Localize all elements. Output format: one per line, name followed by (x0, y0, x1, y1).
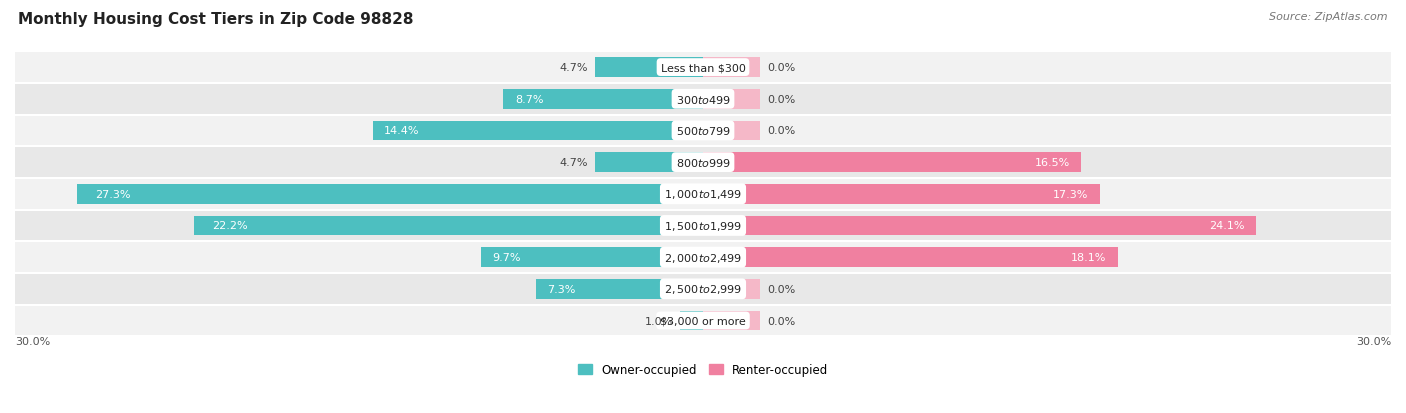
Text: 0.0%: 0.0% (768, 126, 796, 136)
Text: 30.0%: 30.0% (1355, 337, 1391, 347)
Text: 18.1%: 18.1% (1071, 252, 1107, 263)
Text: $800 to $999: $800 to $999 (675, 157, 731, 169)
Bar (703, 90, 761, 109)
Text: 0.0%: 0.0% (768, 63, 796, 73)
Bar (481, 248, 703, 267)
Text: $2,000 to $2,499: $2,000 to $2,499 (664, 251, 742, 264)
Text: $300 to $499: $300 to $499 (675, 94, 731, 105)
Bar (373, 121, 703, 141)
Bar (194, 216, 703, 236)
Text: 1.0%: 1.0% (645, 316, 673, 326)
Text: $500 to $799: $500 to $799 (675, 125, 731, 137)
Text: $1,500 to $1,999: $1,500 to $1,999 (664, 219, 742, 233)
Text: 0.0%: 0.0% (768, 95, 796, 104)
Bar (595, 58, 703, 78)
Bar (681, 311, 703, 330)
Text: Monthly Housing Cost Tiers in Zip Code 98828: Monthly Housing Cost Tiers in Zip Code 9… (18, 12, 413, 27)
Text: 24.1%: 24.1% (1209, 221, 1244, 231)
Bar (15, 178, 1391, 210)
Bar (703, 153, 1081, 173)
Bar (503, 90, 703, 109)
Text: 16.5%: 16.5% (1035, 158, 1070, 168)
Bar (703, 121, 761, 141)
Text: 0.0%: 0.0% (768, 316, 796, 326)
Text: 14.4%: 14.4% (384, 126, 420, 136)
Text: 17.3%: 17.3% (1053, 189, 1088, 199)
Text: Less than $300: Less than $300 (661, 63, 745, 73)
Text: 9.7%: 9.7% (492, 252, 520, 263)
Bar (15, 210, 1391, 242)
Text: 22.2%: 22.2% (212, 221, 247, 231)
Text: 30.0%: 30.0% (15, 337, 51, 347)
Text: 8.7%: 8.7% (515, 95, 544, 104)
Bar (15, 147, 1391, 178)
Text: 27.3%: 27.3% (96, 189, 131, 199)
Bar (703, 58, 761, 78)
Bar (15, 84, 1391, 115)
Bar (15, 52, 1391, 84)
Bar (15, 242, 1391, 273)
Bar (15, 305, 1391, 337)
Bar (15, 115, 1391, 147)
Text: $1,000 to $1,499: $1,000 to $1,499 (664, 188, 742, 201)
Bar (595, 153, 703, 173)
Bar (703, 216, 1256, 236)
Bar (77, 185, 703, 204)
Bar (15, 273, 1391, 305)
Bar (703, 279, 761, 299)
Legend: Owner-occupied, Renter-occupied: Owner-occupied, Renter-occupied (578, 363, 828, 376)
Text: $2,500 to $2,999: $2,500 to $2,999 (664, 282, 742, 296)
Text: $3,000 or more: $3,000 or more (661, 316, 745, 326)
Bar (703, 248, 1118, 267)
Text: Source: ZipAtlas.com: Source: ZipAtlas.com (1270, 12, 1388, 22)
Text: 4.7%: 4.7% (560, 63, 588, 73)
Bar (703, 311, 761, 330)
Bar (703, 185, 1099, 204)
Text: 0.0%: 0.0% (768, 284, 796, 294)
Bar (536, 279, 703, 299)
Text: 4.7%: 4.7% (560, 158, 588, 168)
Text: 7.3%: 7.3% (547, 284, 575, 294)
